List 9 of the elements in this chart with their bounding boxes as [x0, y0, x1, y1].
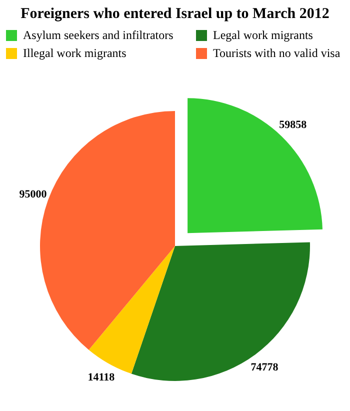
legend-label: Tourists with no valid visa	[213, 46, 340, 60]
data-label: 74778	[250, 362, 279, 374]
chart-title: Foreigners who entered Israel up to March 2012	[20, 5, 330, 24]
data-label: 14118	[88, 372, 116, 384]
legend-label: Illegal work migrants	[23, 46, 126, 60]
data-label: 95000	[19, 188, 48, 201]
legend-label: Legal work migrants	[213, 28, 313, 42]
data-label: 59858	[279, 118, 308, 131]
legend-label: Asylum seekers and infiltrators	[23, 28, 174, 42]
